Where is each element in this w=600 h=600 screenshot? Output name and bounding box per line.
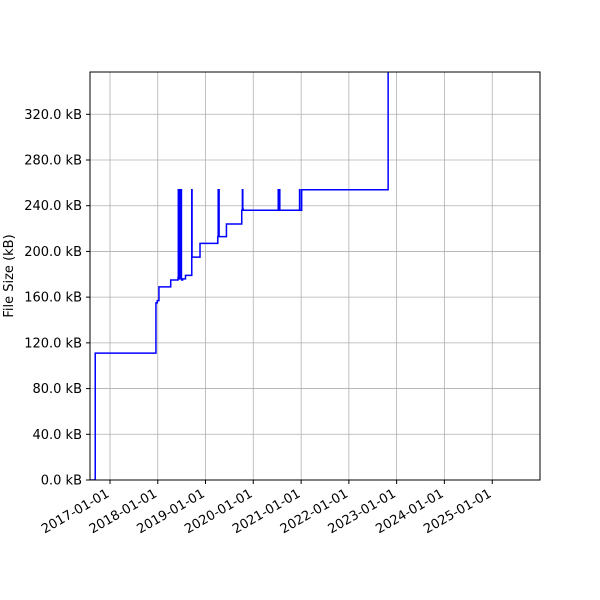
y-tick-label: 240.0 kB: [24, 199, 82, 214]
y-tick-label: 160.0 kB: [24, 291, 82, 306]
gridlines: [90, 72, 540, 481]
y-tick-label: 80.0 kB: [32, 382, 82, 397]
series-layer: [90, 72, 389, 480]
series-line: [90, 72, 389, 480]
plot-frame: [89, 71, 541, 481]
y-tick-label: 0.0 kB: [41, 474, 82, 489]
y-tick-label: 280.0 kB: [24, 154, 82, 169]
y-axis-label: File Size (kB): [2, 234, 17, 317]
y-tick-label: 120.0 kB: [24, 336, 82, 351]
y-tick-label: 320.0 kB: [24, 108, 82, 123]
y-tick-label: 40.0 kB: [32, 428, 82, 443]
y-tick-label: 200.0 kB: [24, 245, 82, 260]
